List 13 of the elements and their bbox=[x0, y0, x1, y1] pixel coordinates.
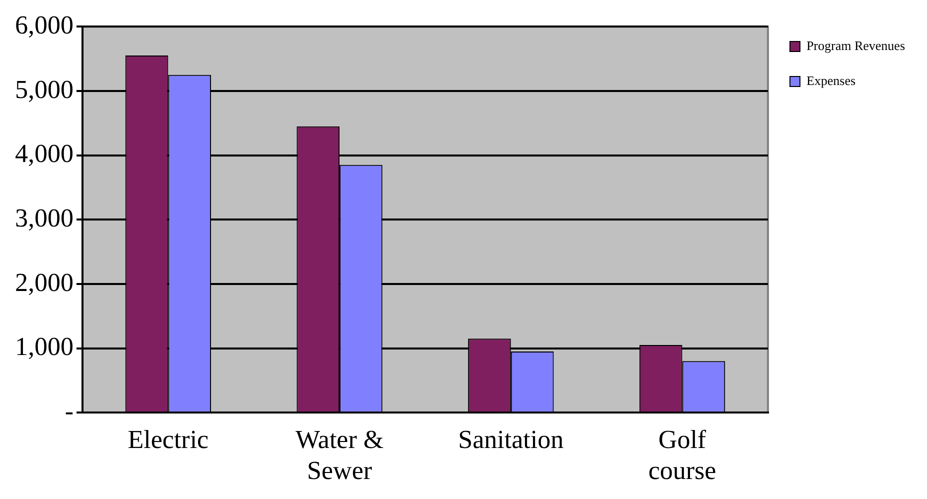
x-tick-label: Water & Sewer bbox=[295, 425, 384, 486]
y-tick-label: 1,000 bbox=[15, 332, 74, 362]
y-tick-label: 2,000 bbox=[15, 268, 74, 297]
legend-label: Program Revenues bbox=[806, 38, 905, 53]
y-tick-label: 3,000 bbox=[15, 203, 74, 232]
x-tick-label: Sanitation bbox=[458, 425, 564, 454]
y-tick-label: - bbox=[64, 396, 74, 426]
x-tick-label: Golf course bbox=[648, 425, 716, 486]
y-tick-label: 6,000 bbox=[15, 10, 74, 40]
y-tick-label: 4,000 bbox=[15, 139, 74, 168]
y-tick-label: 5,000 bbox=[15, 74, 74, 104]
x-tick-label: Electric bbox=[128, 425, 209, 454]
legend-label: Expenses bbox=[806, 72, 856, 88]
